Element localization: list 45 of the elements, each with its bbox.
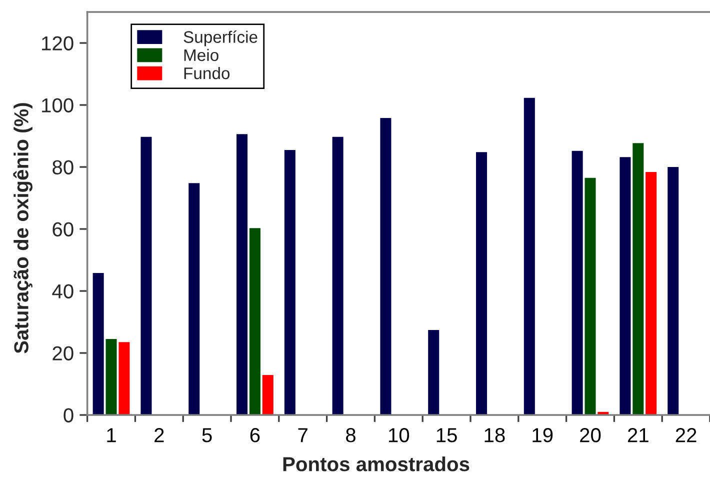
legend-label: Fundo bbox=[184, 66, 230, 80]
x-tick-label: 8 bbox=[346, 428, 356, 442]
y-tick-label: 100 bbox=[42, 98, 74, 112]
y-tick-label: 80 bbox=[52, 160, 74, 174]
bar bbox=[428, 330, 440, 415]
y-tick-label: 120 bbox=[42, 36, 74, 50]
x-tick-label: 22 bbox=[676, 428, 696, 442]
bar bbox=[332, 136, 344, 415]
bar bbox=[632, 143, 644, 415]
bar bbox=[584, 178, 596, 415]
x-tick-label: 7 bbox=[298, 428, 308, 442]
bar bbox=[524, 98, 535, 415]
y-tick-label: 20 bbox=[52, 346, 74, 360]
bar bbox=[620, 157, 631, 415]
bar bbox=[92, 273, 104, 415]
x-tick-label: 18 bbox=[484, 428, 505, 442]
y-tick-label: 40 bbox=[52, 284, 74, 298]
x-tick-label: 10 bbox=[388, 428, 410, 442]
bar bbox=[236, 134, 248, 415]
y-axis-title: Saturação de oxigênio (%) bbox=[13, 103, 32, 354]
x-tick-label: 2 bbox=[154, 428, 164, 442]
x-tick-label: 1 bbox=[107, 428, 116, 442]
x-tick-label: 20 bbox=[580, 428, 601, 442]
legend-label: Meio bbox=[184, 48, 218, 62]
x-tick-label: 5 bbox=[202, 428, 212, 442]
bar bbox=[188, 183, 200, 415]
bar bbox=[572, 150, 583, 415]
bar bbox=[118, 342, 130, 415]
bar bbox=[262, 375, 274, 415]
bar bbox=[249, 228, 260, 415]
x-tick-label: 19 bbox=[532, 428, 553, 442]
bar bbox=[668, 167, 679, 415]
bar bbox=[380, 118, 392, 415]
bar bbox=[646, 172, 657, 415]
bar bbox=[140, 136, 152, 415]
x-axis-title: Pontos amostrados bbox=[283, 456, 470, 472]
y-tick-label: 0 bbox=[64, 408, 74, 422]
bar bbox=[284, 150, 296, 415]
bar bbox=[106, 339, 117, 415]
x-tick-label: 6 bbox=[250, 428, 260, 442]
x-tick-label: 21 bbox=[628, 428, 648, 442]
legend-label: Superfície bbox=[184, 30, 258, 46]
bar bbox=[476, 152, 488, 415]
x-tick-label: 15 bbox=[436, 428, 457, 442]
y-tick-label: 60 bbox=[52, 222, 74, 236]
